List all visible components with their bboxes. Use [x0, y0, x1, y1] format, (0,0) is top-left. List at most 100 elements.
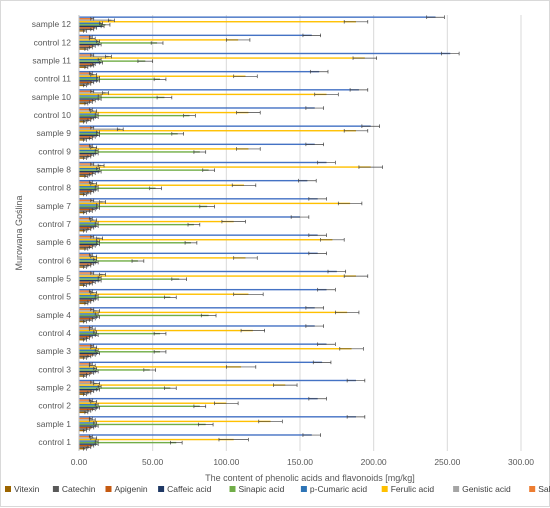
bars [79, 16, 451, 450]
bar-gallic-acid-control-7 [79, 216, 300, 218]
bar-sinapic-acid-sample-7 [79, 205, 208, 208]
bar-caffeic-acid-control-3 [79, 370, 97, 373]
bar-ferulic-acid-control-10 [79, 111, 249, 114]
bar-gallic-acid-sample-12 [79, 16, 436, 18]
bar-p-cumaric-acid-control-1 [79, 440, 97, 442]
bar-apigenin-sample-10 [79, 99, 94, 102]
bar-salicili-acid-sample-4 [79, 308, 93, 311]
bar-p-cumaric-acid-sample-8 [79, 167, 99, 170]
bar-apigenin-sample-9 [79, 136, 94, 138]
bar-p-cumaric-acid-control-12 [79, 40, 99, 43]
bar-gallic-acid-sample-8 [79, 161, 327, 164]
y-tick-label: control 6 [38, 255, 71, 265]
legend-label-apigenin: Apigenin [115, 484, 148, 494]
bar-p-cumaric-acid-control-3 [79, 367, 96, 370]
y-tick-label: control 7 [38, 219, 71, 229]
bar-genistic-acid-control-5 [79, 292, 94, 294]
bar-ferulic-acid-control-6 [79, 257, 246, 259]
bar-salicili-acid-sample-5 [79, 272, 93, 274]
bar-p-cumaric-acid-sample-10 [79, 95, 100, 97]
bar-vitexin-sample-4 [79, 320, 85, 323]
y-tick-label: sample 3 [37, 346, 72, 356]
bar-salicili-acid-sample-9 [79, 126, 93, 129]
bar-vitexin-control-9 [79, 157, 85, 159]
bar-gallic-acid-control-1 [79, 434, 312, 436]
bar-apigenin-control-2 [79, 408, 94, 411]
bar-sinapic-acid-control-10 [79, 114, 190, 117]
bar-caffeic-acid-sample-6 [79, 243, 99, 246]
y-tick-label: sample 9 [37, 128, 72, 138]
bar-ferulic-acid-sample-12 [79, 21, 356, 23]
legend-label-sinapic-acid: Sinapic acid [239, 484, 285, 494]
bar-vitexin-control-12 [79, 48, 87, 50]
bar-vitexin-sample-3 [79, 357, 85, 359]
bar-sinapic-acid-sample-5 [79, 278, 180, 280]
bar-gallic-acid-sample-11 [79, 52, 451, 55]
bar-catechin-sample-11 [79, 64, 93, 67]
legend-label-vitexin: Vitexin [14, 484, 40, 494]
bar-sinapic-acid-sample-2 [79, 387, 171, 389]
bar-p-cumaric-acid-control-5 [79, 295, 97, 297]
bar-caffeic-acid-control-10 [79, 116, 97, 118]
bar-gallic-acid-control-3 [79, 361, 323, 364]
bar-catechin-control-9 [79, 155, 90, 158]
bar-ferulic-acid-control-8 [79, 184, 245, 186]
legend-swatch-salicili-acid [529, 486, 536, 492]
x-tick-label: 100.00 [213, 457, 239, 467]
bar-catechin-control-10 [79, 119, 90, 121]
x-tick-label: 50.00 [142, 457, 164, 467]
bar-sinapic-acid-control-5 [79, 296, 171, 298]
bar-apigenin-control-7 [79, 226, 93, 229]
bar-ferulic-acid-control-1 [79, 438, 234, 441]
bar-apigenin-sample-2 [79, 390, 93, 392]
bar-ferulic-acid-sample-4 [79, 311, 348, 314]
bar-caffeic-acid-sample-12 [79, 25, 103, 28]
bar-caffeic-acid-control-5 [79, 298, 97, 300]
y-axis-title: Murowana Goślina [14, 195, 24, 270]
bar-gallic-acid-control-4 [79, 325, 315, 327]
bar-salicili-acid-sample-8 [79, 163, 93, 165]
bar-salicili-acid-control-7 [79, 217, 91, 220]
bar-p-cumaric-acid-sample-12 [79, 22, 102, 24]
y-tick-label: sample 6 [37, 237, 72, 247]
bar-caffeic-acid-sample-9 [79, 134, 99, 137]
x-tick-label: 300.00 [508, 457, 534, 467]
bar-sinapic-acid-control-3 [79, 369, 150, 371]
bar-gallic-acid-control-6 [79, 252, 318, 255]
bar-apigenin-control-8 [79, 190, 93, 193]
bar-vitexin-control-10 [79, 121, 85, 123]
bar-salicili-acid-control-8 [79, 181, 91, 183]
bar-gallic-acid-sample-6 [79, 234, 318, 236]
legend-label-caffeic-acid: Caffeic acid [167, 484, 212, 494]
y-tick-label: sample 11 [32, 55, 71, 65]
legend-swatch-ferulic-acid [381, 486, 388, 492]
bar-vitexin-sample-7 [79, 211, 85, 214]
legend-swatch-caffeic-acid [158, 486, 165, 492]
bar-sinapic-acid-sample-9 [79, 133, 178, 135]
bar-ferulic-acid-sample-8 [79, 166, 371, 168]
bar-genistic-acid-sample-4 [79, 310, 97, 312]
bar-p-cumaric-acid-control-7 [79, 222, 97, 224]
bar-apigenin-sample-11 [79, 63, 94, 65]
bar-catechin-sample-2 [79, 391, 90, 394]
legend-label-p-cumaric-acid: p-Cumaric acid [310, 484, 367, 494]
x-tick-label: 250.00 [434, 457, 460, 467]
bar-apigenin-sample-8 [79, 172, 94, 174]
y-tick-label: control 10 [34, 110, 72, 120]
bar-gallic-acid-control-11 [79, 70, 320, 73]
bar-apigenin-sample-4 [79, 317, 94, 320]
bar-apigenin-sample-3 [79, 354, 94, 356]
bar-vitexin-control-2 [79, 411, 87, 414]
bar-ferulic-acid-sample-2 [79, 384, 286, 386]
legend-label-salicili-acid: Salicili acid [538, 484, 550, 494]
bar-genistic-acid-sample-12 [79, 19, 112, 21]
bar-ferulic-acid-sample-3 [79, 348, 352, 350]
bar-genistic-acid-control-4 [79, 328, 93, 330]
bar-p-cumaric-acid-sample-5 [79, 276, 100, 279]
bar-catechin-sample-9 [79, 137, 91, 140]
legend-swatch-catechin [52, 486, 59, 492]
bar-catechin-sample-3 [79, 355, 90, 358]
bar-salicili-acid-sample-11 [79, 54, 93, 56]
bar-ferulic-acid-sample-5 [79, 275, 356, 277]
